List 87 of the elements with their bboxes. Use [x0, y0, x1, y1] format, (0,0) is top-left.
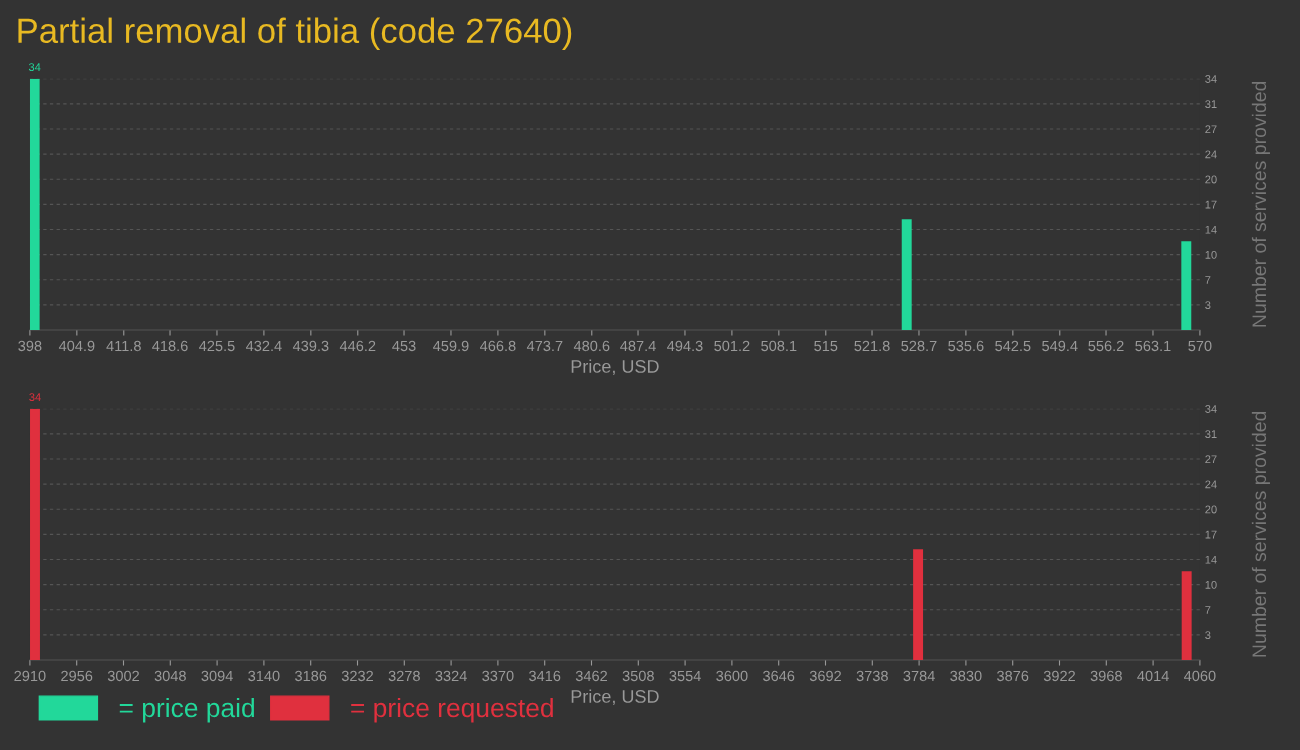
x-tick-label: 466.8 [479, 340, 516, 352]
x-tick-label: 3278 [388, 670, 420, 682]
x-tick-label: 3094 [201, 670, 233, 682]
x-tick-label: 4014 [1137, 670, 1169, 682]
x-tick-label: 3186 [295, 670, 327, 682]
bar [30, 408, 40, 660]
x-tick-label: 570 [1188, 340, 1212, 352]
y-tick-label: 31 [1205, 430, 1217, 439]
x-tick-label: 453 [392, 340, 416, 352]
x-tick-label: 439.3 [292, 340, 329, 352]
x-tick-label: 542.5 [995, 340, 1031, 352]
x-tick-label: 432.4 [245, 340, 282, 352]
x-tick-label: 2910 [14, 670, 46, 682]
x-tick-label: 3508 [622, 670, 654, 682]
x-tick-label: 487.4 [620, 340, 656, 352]
y-tick-label: 3 [1205, 301, 1211, 310]
x-tick-label: 535.6 [948, 340, 984, 352]
x-tick-label: 480.6 [573, 340, 610, 352]
y-tick-label: 17 [1205, 200, 1217, 209]
x-tick-label: 3784 [903, 670, 935, 682]
x-tick-label: 3830 [950, 670, 982, 682]
x-tick-label: 3048 [154, 670, 186, 682]
x-tick-label: 3600 [716, 670, 748, 682]
bar [913, 549, 924, 660]
x-tick-label: 3692 [809, 670, 841, 682]
bar [1181, 571, 1192, 660]
legend-label: = price requested [351, 697, 553, 723]
y-tick-label: 14 [1205, 225, 1217, 234]
x-tick-label: 3140 [248, 670, 280, 682]
y-tick-label: 10 [1205, 250, 1217, 259]
y-tick-label: 24 [1205, 150, 1217, 159]
x-tick-label: 398 [18, 340, 42, 352]
y-tick-label: 27 [1205, 455, 1217, 464]
x-tick-label: 521.8 [854, 340, 890, 352]
x-axis-title: Price, USD [571, 359, 659, 375]
x-tick-label: 3462 [575, 670, 607, 682]
x-tick-label: 3646 [763, 670, 795, 682]
x-tick-label: 2956 [61, 670, 93, 682]
x-tick-label: 556.2 [1088, 340, 1124, 352]
y-tick-label: 31 [1205, 100, 1217, 109]
y-tick-label: 20 [1205, 505, 1217, 514]
x-tick-label: 494.3 [667, 340, 703, 352]
x-tick-label: 418.6 [152, 340, 188, 352]
y-tick-label: 34 [1205, 75, 1217, 83]
x-tick-label: 3738 [856, 670, 888, 682]
x-tick-label: 563.1 [1135, 340, 1171, 352]
x-axis-title: Price, USD [571, 689, 659, 705]
y-tick-label: 17 [1205, 530, 1217, 539]
y-tick-label: 10 [1205, 580, 1217, 589]
legend-label: = price paid [119, 697, 254, 723]
x-tick-label: 3416 [529, 670, 561, 682]
y-axis-title: Number of services provided [1251, 81, 1270, 327]
x-tick-label: 473.7 [526, 340, 563, 352]
x-tick-label: 446.2 [339, 340, 376, 352]
x-tick-label: 528.7 [901, 340, 937, 352]
y-axis-title: Number of services provided [1251, 411, 1270, 657]
data-label: 34 [29, 393, 41, 401]
x-tick-label: 515 [814, 340, 838, 352]
x-tick-label: 501.2 [714, 340, 750, 352]
y-tick-label: 24 [1205, 480, 1217, 489]
x-tick-label: 411.8 [106, 340, 141, 352]
bar [1181, 241, 1192, 330]
bar [901, 219, 912, 330]
x-tick-label: 549.4 [1042, 340, 1078, 352]
chart-title: Partial removal of tibia (code 27640) [18, 17, 572, 50]
data-label: 34 [28, 63, 41, 71]
x-tick-label: 508.1 [761, 340, 797, 352]
bar [29, 78, 40, 330]
x-tick-label: 3370 [482, 670, 514, 682]
y-tick-label: 27 [1205, 125, 1217, 134]
y-tick-label: 34 [1205, 405, 1217, 413]
x-tick-label: 3554 [669, 670, 701, 682]
x-tick-label: 3876 [997, 670, 1029, 682]
x-tick-label: 459.9 [433, 340, 469, 352]
x-tick-label: 3922 [1043, 670, 1075, 682]
y-tick-label: 20 [1205, 175, 1217, 184]
y-tick-label: 7 [1205, 606, 1211, 614]
y-tick-label: 14 [1205, 555, 1217, 564]
x-tick-label: 3968 [1090, 670, 1122, 682]
x-tick-label: 4060 [1184, 670, 1216, 682]
x-tick-label: 404.9 [58, 340, 95, 352]
x-tick-label: 3324 [435, 670, 467, 682]
x-tick-label: 3232 [341, 670, 373, 682]
x-tick-label: 425.5 [199, 340, 235, 352]
x-tick-label: 3002 [107, 670, 139, 682]
y-tick-label: 3 [1205, 631, 1211, 640]
y-tick-label: 7 [1205, 276, 1211, 284]
